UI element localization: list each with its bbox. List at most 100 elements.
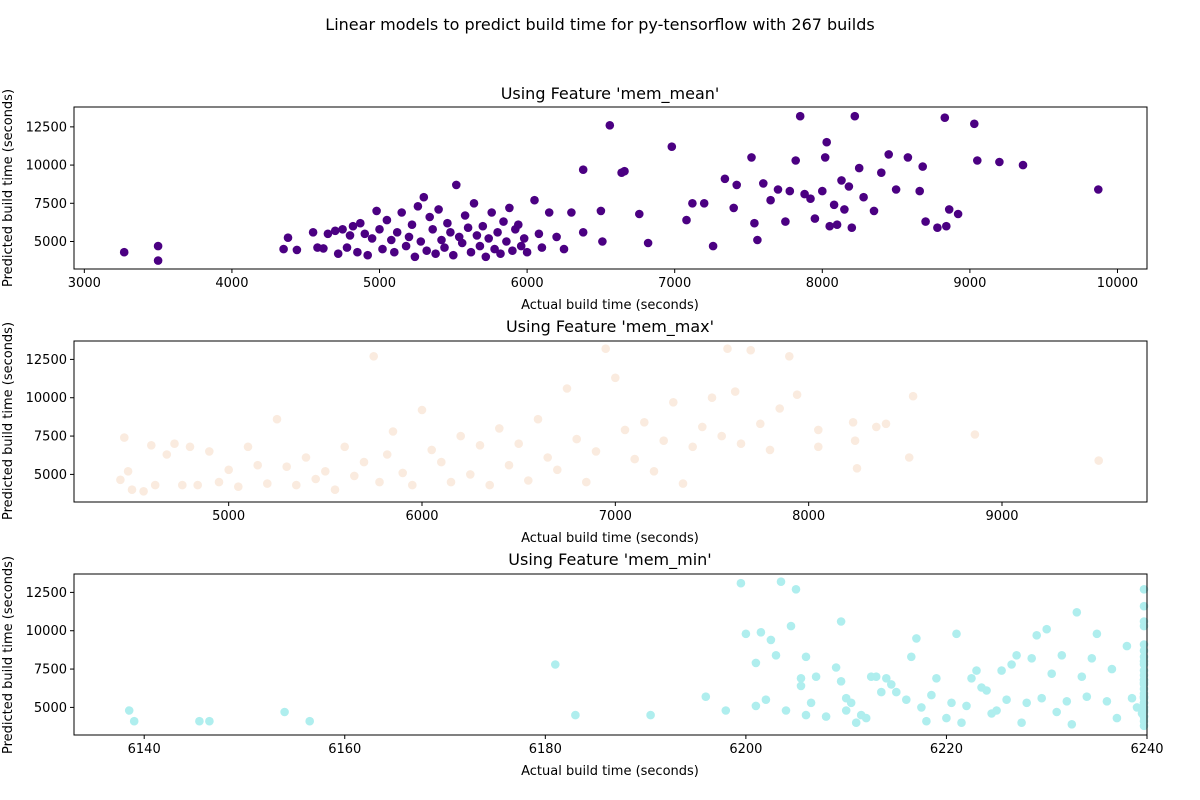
data-point: [701, 692, 711, 701]
data-point: [367, 234, 377, 243]
data-point: [982, 686, 991, 695]
data-point: [272, 414, 282, 424]
plot-frame: [73, 106, 1148, 270]
data-point: [1122, 641, 1132, 651]
data-point: [766, 195, 775, 205]
data-point: [620, 425, 630, 435]
data-point: [1067, 720, 1077, 729]
data-point: [382, 215, 392, 225]
data-point: [407, 220, 417, 229]
data-point: [1127, 693, 1137, 703]
data-point: [505, 203, 514, 213]
data-point: [854, 163, 864, 173]
data-point: [504, 460, 514, 470]
data-point: [775, 404, 784, 413]
data-point: [776, 577, 786, 586]
data-point: [178, 480, 187, 490]
data-point: [530, 195, 539, 205]
data-point: [847, 223, 857, 232]
data-point: [437, 457, 446, 467]
data-point: [578, 165, 588, 174]
data-point: [127, 485, 137, 495]
data-point: [224, 465, 233, 475]
data-point: [153, 241, 163, 251]
data-point: [903, 153, 913, 162]
data-point: [452, 180, 461, 190]
data-point: [962, 701, 971, 711]
data-point: [193, 480, 202, 490]
data-point: [119, 247, 129, 257]
data-point: [761, 695, 771, 704]
data-point: [308, 228, 318, 237]
data-point: [947, 698, 956, 708]
data-point: [502, 237, 511, 246]
x-tick-label: 10000: [1097, 276, 1138, 291]
subplot-mem-mean: Using Feature 'mem_mean' 3000 4000 5000 600…: [1, 84, 1148, 313]
x-tick-label: 9000: [985, 509, 1018, 524]
data-point: [129, 716, 139, 726]
data-point: [912, 634, 921, 643]
data-point: [765, 445, 775, 455]
data-point: [567, 208, 576, 217]
data-point: [319, 244, 328, 253]
x-axis-label: Actual build time (seconds): [521, 764, 699, 779]
data-point: [446, 228, 455, 237]
data-point: [1077, 672, 1087, 681]
data-point: [736, 578, 746, 588]
data-point: [460, 211, 470, 220]
data-point: [884, 150, 893, 159]
data-point: [353, 247, 362, 257]
axis-ticks: 5000 6000 7000 8000 9000 5000 7500 10000 12500: [26, 353, 1019, 524]
data-point: [796, 681, 806, 691]
y-tick-label: 12500: [26, 353, 67, 368]
x-tick-label: 8000: [792, 509, 825, 524]
data-point: [967, 674, 976, 683]
data-point: [944, 205, 954, 214]
data-point: [850, 436, 860, 446]
data-point: [953, 209, 963, 219]
x-tick-label: 6140: [128, 742, 161, 757]
data-point: [851, 718, 861, 727]
data-point: [1017, 718, 1026, 727]
data-point: [170, 439, 179, 449]
data-point: [791, 585, 801, 594]
data-point: [678, 479, 688, 488]
data-point: [1139, 721, 1149, 731]
data-point: [543, 453, 552, 462]
data-point: [487, 208, 497, 217]
data-point: [369, 352, 379, 361]
data-point: [571, 710, 580, 720]
data-point: [457, 238, 467, 248]
data-point: [751, 658, 761, 668]
data-point: [720, 174, 730, 184]
data-point: [431, 249, 440, 258]
data-point: [428, 225, 438, 234]
data-point: [973, 156, 982, 165]
data-point: [766, 635, 776, 645]
data-point: [446, 477, 456, 487]
data-point: [859, 192, 868, 202]
data-point: [1139, 646, 1149, 655]
data-point: [360, 229, 370, 239]
data-point: [596, 206, 606, 216]
data-point: [578, 228, 588, 237]
data-point: [601, 344, 610, 354]
data-point: [669, 398, 678, 407]
data-point: [792, 390, 802, 400]
x-tick-label: 5000: [212, 509, 245, 524]
x-tick-label: 3000: [68, 276, 101, 291]
data-points: [119, 111, 1103, 265]
data-point: [850, 111, 860, 121]
data-point: [841, 706, 851, 715]
data-point: [877, 168, 886, 177]
data-point: [598, 237, 607, 246]
data-point: [620, 166, 629, 176]
x-tick-label: 6180: [529, 742, 562, 757]
data-point: [1139, 585, 1149, 594]
data-point: [785, 186, 795, 196]
data-point: [786, 621, 796, 631]
data-point: [263, 479, 272, 488]
data-point: [162, 450, 172, 459]
data-point: [582, 477, 591, 487]
